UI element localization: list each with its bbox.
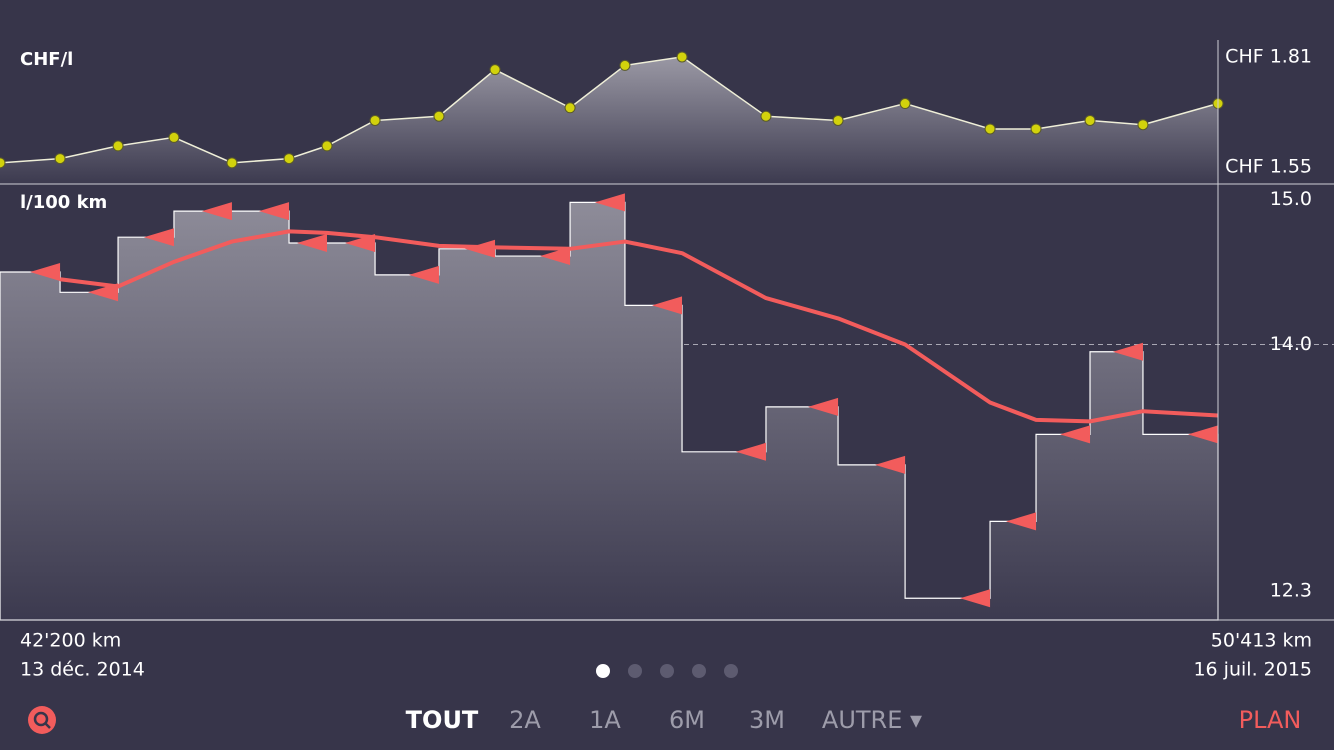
step-marker [735, 442, 766, 461]
price-point [899, 98, 911, 110]
area [0, 56, 1218, 184]
range-tab[interactable]: 6M [669, 706, 705, 734]
range-tab[interactable]: 2A [509, 706, 541, 734]
step-marker [1188, 425, 1218, 444]
step-marker [1112, 342, 1143, 361]
price-point [112, 140, 124, 152]
price-point [619, 59, 631, 71]
price-point [1084, 114, 1096, 126]
step-marker [540, 247, 571, 266]
plan-button[interactable]: PLAN [1239, 706, 1302, 734]
step-marker [1006, 512, 1037, 531]
price-point [1137, 119, 1149, 131]
step-marker [30, 263, 61, 281]
step-marker [201, 202, 232, 221]
price-point [321, 140, 333, 152]
chart-title: l/100 km [20, 192, 107, 213]
y-tick-label: 15.0 [1270, 188, 1312, 210]
step-marker [345, 234, 376, 252]
step-marker [875, 455, 906, 474]
price-point [832, 114, 844, 126]
page-dot[interactable] [660, 664, 674, 678]
end-km: 50'413 km [1211, 630, 1312, 652]
price-point [564, 102, 576, 114]
range-tab[interactable]: 3M [749, 706, 785, 734]
plots [0, 51, 1334, 621]
step-marker [259, 202, 290, 221]
step-marker [960, 589, 991, 608]
step-marker [88, 283, 119, 302]
step-marker [465, 239, 496, 258]
price-point [760, 110, 772, 122]
search-handle [44, 722, 51, 729]
range-tab[interactable]: 1A [589, 706, 621, 734]
step-marker [297, 234, 328, 252]
search-icon[interactable] [28, 706, 56, 734]
price-point [676, 51, 688, 63]
page-dot[interactable] [596, 664, 610, 678]
search-glass [33, 711, 49, 727]
step-marker [143, 228, 174, 247]
step-marker [1060, 425, 1091, 444]
step-marker [652, 296, 683, 315]
step-marker [594, 193, 625, 212]
range-tab[interactable]: AUTRE ▾ [822, 706, 922, 734]
y-tick-label: CHF 1.81 [1225, 45, 1312, 67]
price-point [489, 64, 501, 76]
price-point [1030, 123, 1042, 135]
price-point [226, 157, 238, 169]
end-date: 16 juil. 2015 [1193, 659, 1312, 681]
price-point [283, 153, 295, 165]
price-point [168, 131, 180, 143]
price-point [54, 153, 66, 165]
range-tab[interactable]: TOUT [406, 706, 479, 734]
step-marker [408, 265, 439, 284]
page-dot[interactable] [724, 664, 738, 678]
start-km: 42'200 km [20, 630, 121, 652]
price-point [0, 157, 6, 169]
page-dot[interactable] [628, 664, 642, 678]
price-point [369, 114, 381, 126]
page-dot[interactable] [692, 664, 706, 678]
y-tick-label: 14.0 [1270, 333, 1312, 355]
start-date: 13 déc. 2014 [20, 659, 145, 681]
y-tick-label: 12.3 [1270, 580, 1312, 602]
average-line [59, 229, 1219, 424]
price-point [984, 123, 996, 135]
chart-title: CHF/l [20, 49, 73, 70]
y-tick-label: CHF 1.55 [1225, 156, 1312, 178]
step-marker [808, 397, 839, 416]
search-button[interactable] [28, 706, 56, 734]
price-point [433, 110, 445, 122]
